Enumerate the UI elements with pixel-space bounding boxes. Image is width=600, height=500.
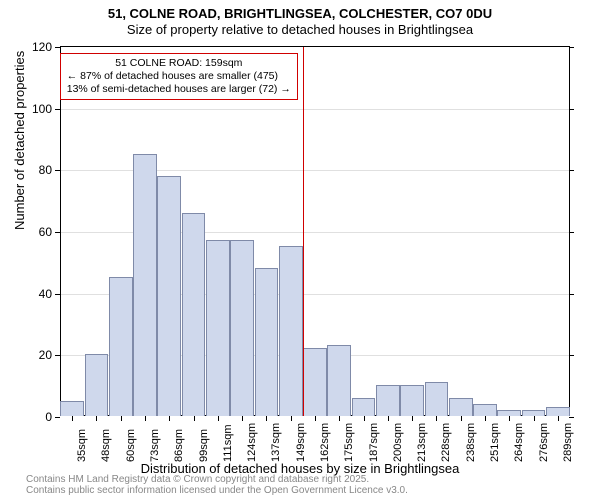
histogram-bar (449, 398, 473, 417)
x-tick-label: 149sqm (295, 423, 307, 462)
histogram-bar (327, 345, 351, 416)
callout-line: ← 87% of detached houses are smaller (47… (67, 70, 291, 83)
title-line1: 51, COLNE ROAD, BRIGHTLINGSEA, COLCHESTE… (0, 6, 600, 22)
marker-callout: 51 COLNE ROAD: 159sqm← 87% of detached h… (60, 53, 298, 100)
x-tick-label: 175sqm (343, 423, 355, 462)
x-tick-label: 60sqm (125, 429, 137, 462)
x-tick-label: 48sqm (100, 429, 112, 462)
histogram-bar (352, 398, 376, 417)
histogram-bar (303, 348, 327, 416)
x-tick-label: 276sqm (538, 423, 550, 462)
title-line2: Size of property relative to detached ho… (0, 22, 600, 38)
callout-line: 51 COLNE ROAD: 159sqm (67, 57, 291, 70)
histogram-bar (255, 268, 279, 416)
histogram-bar (60, 401, 84, 416)
marker-line (303, 47, 304, 416)
histogram-bar (546, 407, 570, 416)
histogram-bar (376, 385, 400, 416)
x-tick-label: 99sqm (198, 429, 210, 462)
x-tick-label: 35sqm (76, 429, 88, 462)
y-tick-label: 0 (45, 410, 52, 424)
histogram-bar (425, 382, 449, 416)
y-tick-label: 80 (39, 163, 52, 177)
y-tick-label: 60 (39, 225, 52, 239)
x-tick-label: 251sqm (489, 423, 501, 462)
y-tick-label: 20 (39, 348, 52, 362)
y-axis-label: Number of detached properties (12, 51, 27, 230)
histogram-bar (230, 240, 254, 416)
y-tick-label: 100 (32, 102, 52, 116)
histogram-bar (157, 176, 181, 417)
histogram-bar (206, 240, 230, 416)
x-tick-label: 289sqm (562, 423, 574, 462)
x-tick-label: 137sqm (270, 423, 282, 462)
histogram-bar (473, 404, 497, 416)
histogram-bar (109, 277, 133, 416)
x-tick-label: 86sqm (173, 429, 185, 462)
x-tick-label: 213sqm (416, 423, 428, 462)
histogram-bar (182, 213, 206, 417)
histogram-bar (133, 154, 157, 416)
x-tick-label: 124sqm (246, 423, 258, 462)
callout-line: 13% of semi-detached houses are larger (… (67, 83, 291, 96)
histogram-bar (400, 385, 424, 416)
y-tick-label: 40 (39, 287, 52, 301)
x-tick-label: 162sqm (319, 423, 331, 462)
x-tick-label: 238sqm (465, 423, 477, 462)
x-tick-label: 200sqm (392, 423, 404, 462)
plot-area: 02040608010012035sqm48sqm60sqm73sqm86sqm… (60, 46, 570, 416)
x-tick-label: 264sqm (513, 423, 525, 462)
chart-container: 51, COLNE ROAD, BRIGHTLINGSEA, COLCHESTE… (0, 0, 600, 500)
x-tick-label: 73sqm (149, 429, 161, 462)
histogram-bar (85, 354, 109, 416)
x-tick-label: 111sqm (222, 424, 234, 462)
gridline-h (60, 109, 569, 110)
x-tick-label: 228sqm (440, 423, 452, 462)
title-block: 51, COLNE ROAD, BRIGHTLINGSEA, COLCHESTE… (0, 0, 600, 39)
histogram-bar (279, 246, 303, 416)
x-tick-label: 187sqm (368, 423, 380, 462)
footer-line1: Contains HM Land Registry data © Crown c… (26, 474, 408, 485)
y-tick-label: 120 (32, 40, 52, 54)
footer: Contains HM Land Registry data © Crown c… (26, 474, 408, 496)
footer-line2: Contains public sector information licen… (26, 485, 408, 496)
